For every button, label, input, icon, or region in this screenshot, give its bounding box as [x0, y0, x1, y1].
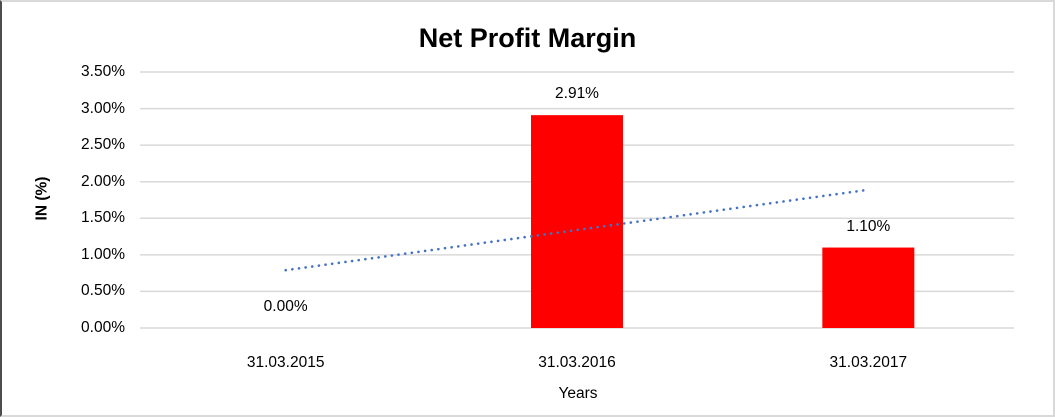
bar-data-label: 1.10%: [846, 217, 891, 235]
y-tick-label: 1.50%: [81, 209, 125, 227]
bar: [531, 115, 623, 328]
bar-data-label: 2.91%: [555, 85, 599, 103]
trendline: [284, 188, 870, 272]
x-category-label: 31.03.2017: [829, 354, 908, 371]
x-axis-title: Years: [558, 385, 598, 402]
y-tick-label: 1.00%: [81, 245, 125, 263]
bar-data-label: 0.00%: [263, 298, 308, 315]
y-tick-label: 2.50%: [81, 136, 125, 154]
y-tick-label: 3.50%: [81, 63, 125, 80]
y-tick-label: 3.00%: [81, 99, 125, 117]
chart-title: Net Profit Margin: [418, 23, 637, 53]
y-tick-label: 0.00%: [81, 319, 125, 336]
bar: [822, 247, 915, 328]
y-tick-label: 2.00%: [81, 172, 125, 190]
x-category-label: 31.03.2015: [246, 354, 325, 371]
x-category-label: 31.03.2016: [538, 354, 616, 371]
y-tick-label: 0.50%: [81, 282, 125, 300]
